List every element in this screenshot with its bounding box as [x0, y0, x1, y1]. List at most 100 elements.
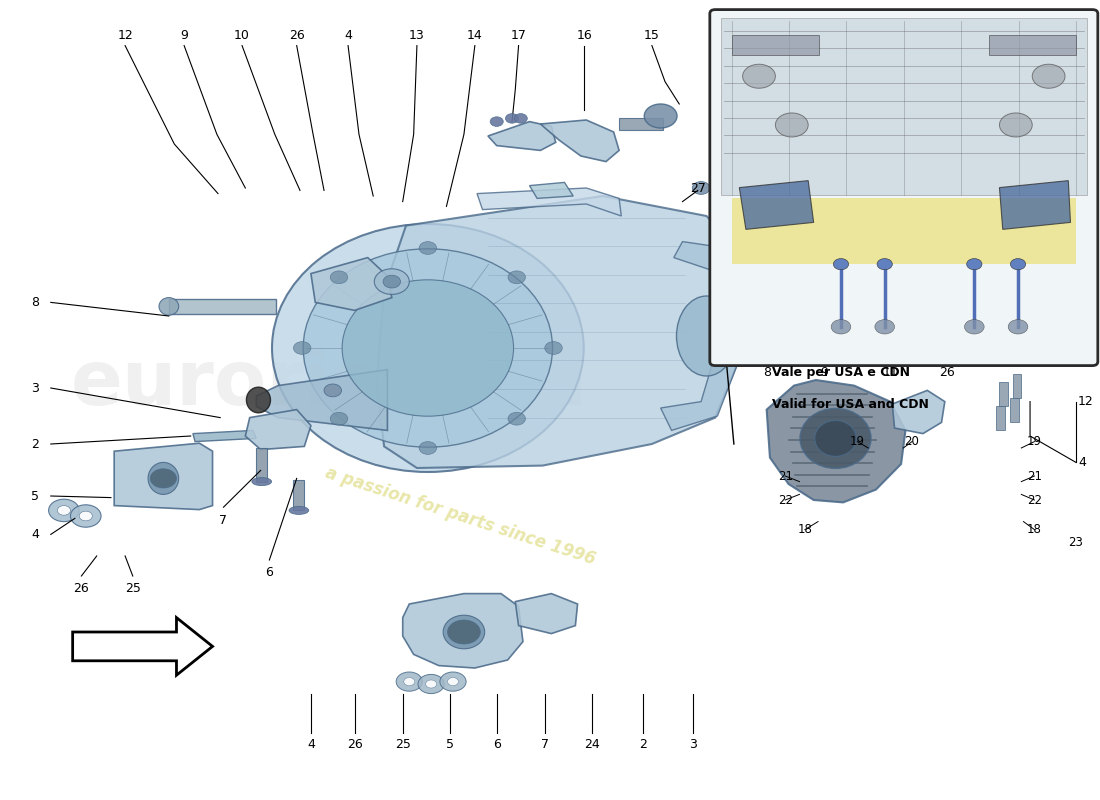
Text: 4: 4	[307, 738, 315, 750]
Ellipse shape	[272, 224, 584, 472]
Circle shape	[419, 242, 437, 254]
Bar	[732, 198, 1076, 264]
Text: 21: 21	[778, 470, 793, 482]
Bar	[294, 480, 305, 510]
Text: 17: 17	[510, 29, 527, 42]
Text: 1: 1	[736, 198, 744, 210]
Text: 20: 20	[904, 435, 920, 448]
Circle shape	[418, 674, 444, 694]
Circle shape	[70, 505, 101, 527]
Circle shape	[491, 117, 504, 126]
Text: Valid for USA and CDN: Valid for USA and CDN	[772, 398, 930, 411]
Ellipse shape	[246, 387, 271, 413]
Circle shape	[807, 341, 843, 366]
Text: 9: 9	[180, 29, 188, 42]
Ellipse shape	[443, 615, 485, 649]
Circle shape	[419, 442, 437, 454]
Text: 18: 18	[1027, 523, 1042, 536]
Circle shape	[426, 680, 437, 688]
Text: 2: 2	[31, 438, 38, 450]
Text: 4: 4	[1078, 456, 1086, 469]
Circle shape	[79, 511, 92, 521]
Ellipse shape	[342, 280, 514, 416]
Ellipse shape	[252, 478, 272, 486]
Text: a passion for parts since 1996: a passion for parts since 1996	[323, 464, 598, 568]
Circle shape	[440, 672, 466, 691]
Circle shape	[874, 319, 894, 334]
Circle shape	[776, 113, 808, 137]
Ellipse shape	[289, 506, 309, 514]
Polygon shape	[529, 182, 573, 198]
Circle shape	[383, 275, 400, 288]
Text: 5: 5	[446, 738, 453, 750]
Circle shape	[692, 182, 710, 194]
Circle shape	[544, 342, 562, 354]
Circle shape	[396, 672, 422, 691]
Circle shape	[834, 258, 848, 270]
Polygon shape	[661, 242, 741, 430]
Text: 22: 22	[1027, 494, 1042, 506]
Polygon shape	[515, 594, 578, 634]
Text: 21: 21	[1027, 470, 1042, 482]
Text: 12: 12	[1078, 395, 1093, 408]
Circle shape	[294, 342, 311, 354]
Text: 10: 10	[234, 29, 250, 42]
Text: 2: 2	[639, 738, 647, 750]
Text: 26: 26	[289, 29, 305, 42]
Text: 3: 3	[31, 382, 38, 394]
Circle shape	[448, 678, 459, 686]
Text: 26: 26	[939, 366, 955, 379]
Polygon shape	[767, 380, 905, 502]
Polygon shape	[540, 120, 619, 162]
Text: 4: 4	[31, 528, 38, 541]
Polygon shape	[192, 430, 256, 442]
Polygon shape	[477, 188, 621, 216]
Text: 22: 22	[778, 494, 793, 506]
Circle shape	[1032, 64, 1065, 88]
Circle shape	[505, 114, 518, 123]
Circle shape	[965, 319, 985, 334]
Circle shape	[832, 319, 850, 334]
Text: 18: 18	[798, 523, 812, 536]
Circle shape	[877, 258, 892, 270]
Ellipse shape	[800, 408, 871, 468]
Polygon shape	[376, 196, 741, 468]
Text: 19: 19	[850, 435, 865, 448]
Text: 9: 9	[821, 366, 828, 379]
Bar	[256, 448, 267, 482]
Bar	[168, 299, 276, 314]
Text: 5: 5	[31, 490, 40, 502]
Text: 25: 25	[395, 738, 410, 750]
Circle shape	[448, 620, 481, 644]
Text: 13: 13	[409, 29, 425, 42]
Bar	[989, 35, 1076, 55]
Polygon shape	[892, 390, 945, 434]
Circle shape	[330, 271, 348, 284]
Bar	[770, 320, 781, 350]
Circle shape	[48, 499, 79, 522]
Circle shape	[374, 269, 409, 294]
Polygon shape	[73, 618, 212, 675]
Text: 4: 4	[344, 29, 352, 42]
Bar	[619, 118, 663, 130]
Text: 27: 27	[690, 182, 706, 194]
Circle shape	[151, 469, 176, 488]
Text: 8: 8	[762, 366, 771, 379]
Text: 6: 6	[493, 738, 500, 750]
Polygon shape	[403, 594, 522, 668]
Text: 7: 7	[541, 738, 549, 750]
Circle shape	[645, 104, 676, 128]
Text: 26: 26	[74, 582, 89, 595]
Ellipse shape	[304, 249, 552, 447]
Text: 3: 3	[690, 738, 697, 750]
Circle shape	[324, 384, 341, 397]
Text: 15: 15	[644, 29, 660, 42]
Polygon shape	[256, 370, 387, 430]
Text: 12: 12	[118, 29, 133, 42]
Ellipse shape	[676, 296, 737, 376]
Text: Vale per USA e CDN: Vale per USA e CDN	[772, 366, 910, 379]
Bar	[1011, 398, 1019, 422]
Bar	[720, 18, 1087, 194]
Ellipse shape	[148, 462, 178, 494]
Circle shape	[514, 114, 527, 123]
